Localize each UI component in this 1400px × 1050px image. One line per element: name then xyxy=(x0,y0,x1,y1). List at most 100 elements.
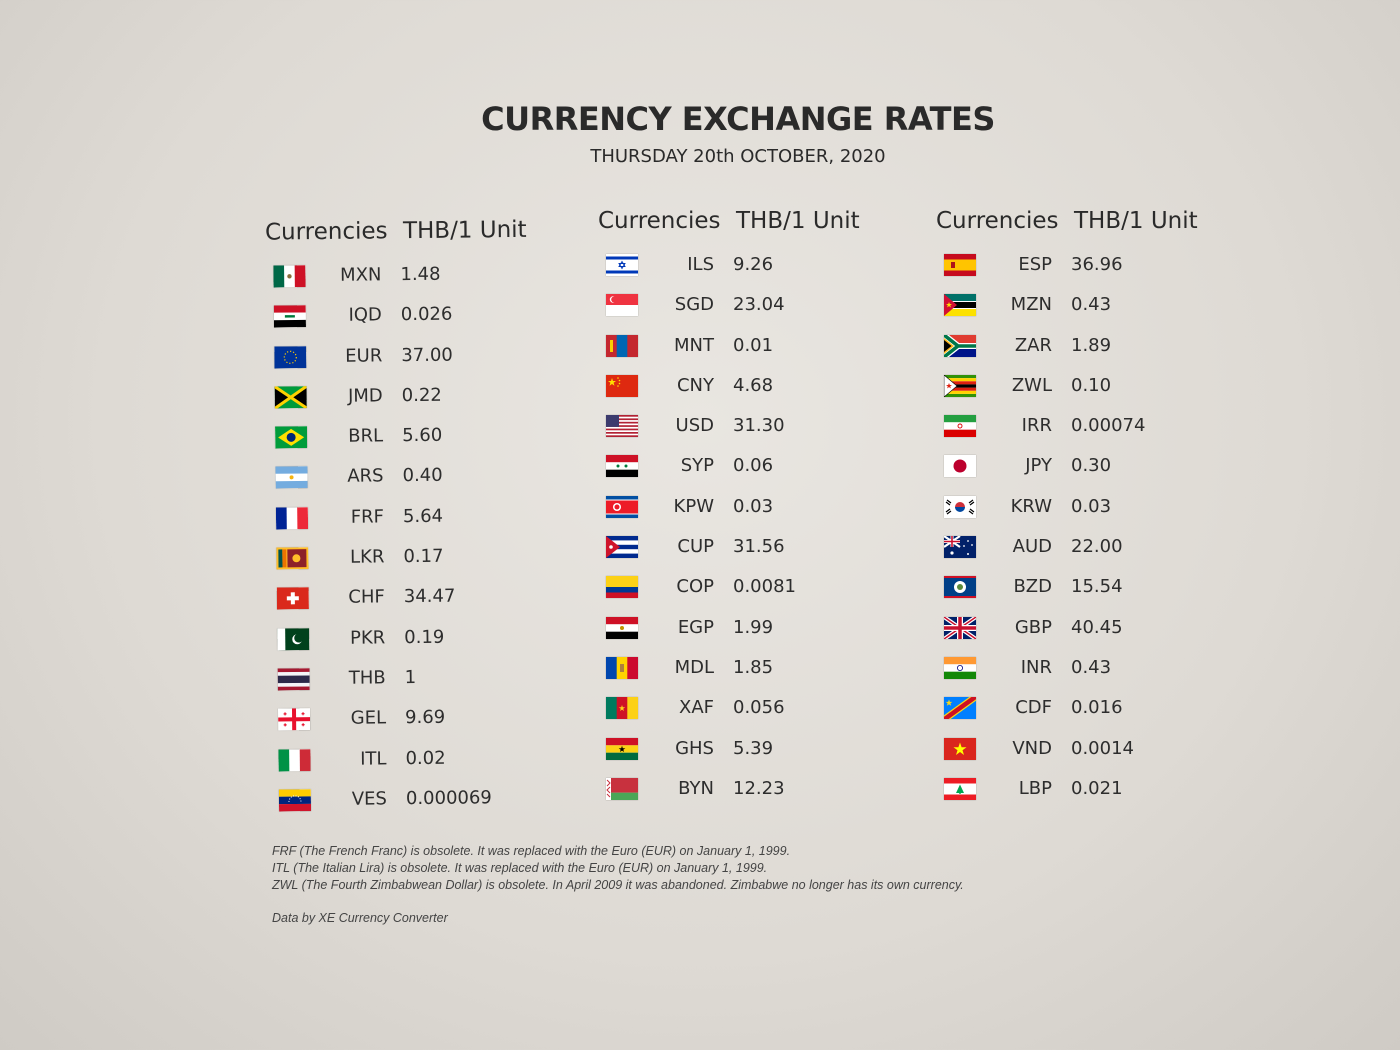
mongolia-flag xyxy=(606,334,638,357)
currency-row: XAF 0.056 xyxy=(598,687,898,727)
currency-row: USD 31.30 xyxy=(598,405,898,445)
currency-row: MXN 1.48 xyxy=(265,252,565,295)
currency-row: MNT 0.01 xyxy=(598,325,898,365)
currency-rate: 0.40 xyxy=(402,465,443,487)
currency-row: ARS 0.40 xyxy=(267,454,567,497)
currency-rows: MXN 1.48 IQD 0.026 EUR 37.00 JMD 0.22 BRL 5.60 ARS… xyxy=(265,252,571,819)
currency-code: COP xyxy=(676,576,714,598)
currency-rate: 31.56 xyxy=(733,536,785,558)
dr-congo-flag xyxy=(944,697,976,720)
currency-row: BRL 5.60 xyxy=(267,414,567,457)
currency-row: SYP 0.06 xyxy=(598,445,898,485)
currency-rate: 9.69 xyxy=(404,706,446,729)
italy-flag xyxy=(278,748,311,772)
uk-flag xyxy=(944,616,976,639)
currency-code: THB xyxy=(348,667,386,689)
currency-code: KRW xyxy=(1010,495,1052,517)
currency-code: LBP xyxy=(1018,777,1052,799)
currency-rate: 0.10 xyxy=(1071,374,1112,396)
currency-rate: 0.17 xyxy=(403,545,444,568)
india-flag xyxy=(944,656,976,679)
currency-row: IQD 0.026 xyxy=(266,293,566,336)
currency-rate: 0.0014 xyxy=(1071,737,1134,759)
currency-code: ESP xyxy=(1018,254,1052,275)
currency-row: LBP 0.021 xyxy=(936,768,1236,808)
israel-flag xyxy=(606,254,638,276)
currency-row: COP 0.0081 xyxy=(598,566,898,606)
currency-rate: 34.47 xyxy=(403,585,456,608)
currency-row: VND 0.0014 xyxy=(936,728,1236,768)
usa-flag xyxy=(606,415,638,438)
currency-row: CNY 4.68 xyxy=(598,365,898,405)
australia-flag xyxy=(944,536,976,559)
currency-code: AUD xyxy=(1012,536,1052,558)
iraq-flag xyxy=(273,305,306,328)
currency-row: CUP 31.56 xyxy=(598,526,898,566)
currency-code: IRR xyxy=(1021,415,1052,437)
currency-code: CUP xyxy=(677,536,714,558)
column-header: Currencies THB/1 Unit xyxy=(265,216,565,255)
currency-row: CDF 0.016 xyxy=(936,687,1236,727)
currency-rate: 31.30 xyxy=(733,415,785,437)
currency-column-2: Currencies THB/1 Unit ILS 9.26 SGD 23.04 MNT… xyxy=(598,208,898,808)
currency-row: CHF 34.47 xyxy=(269,575,569,618)
currency-rate: 1.85 xyxy=(733,656,774,678)
currency-row: ESP 36.96 xyxy=(936,244,1236,284)
currency-code: ITL xyxy=(360,747,387,770)
currency-code: USD xyxy=(675,415,714,437)
currency-row: GEL 9.69 xyxy=(270,696,570,739)
currency-code: ILS xyxy=(687,254,714,275)
currency-rate: 1.99 xyxy=(733,616,774,638)
currency-code: MXN xyxy=(340,264,382,286)
currency-row: FRF 5.64 xyxy=(268,494,568,537)
syria-flag xyxy=(606,455,638,478)
currency-code: GBP xyxy=(1014,616,1052,638)
currency-code: JMD xyxy=(347,385,383,407)
currency-rate: 0.22 xyxy=(401,384,442,407)
cameroon-flag xyxy=(606,697,638,720)
currency-row: BZD 15.54 xyxy=(936,566,1236,606)
currency-code: FRF xyxy=(350,506,385,528)
belarus-flag xyxy=(606,777,638,800)
currency-rate: 0.016 xyxy=(1071,697,1123,719)
currency-rate: 0.01 xyxy=(733,334,774,356)
currency-code: ZAR xyxy=(1014,334,1052,356)
footnote-zwl: ZWL (The Fourth Zimbabwean Dollar) is ob… xyxy=(272,878,964,892)
currency-row: MDL 1.85 xyxy=(598,647,898,687)
currency-rate: 1 xyxy=(404,666,417,689)
footnotes: FRF (The French Franc) is obsolete. It w… xyxy=(272,843,964,894)
currency-code: CHF xyxy=(348,586,385,609)
iran-flag xyxy=(944,415,976,438)
currency-code: MNT xyxy=(674,334,714,356)
currency-rate: 5.60 xyxy=(402,424,443,447)
currency-rate: 0.0081 xyxy=(733,576,796,598)
venezuela-flag xyxy=(278,788,312,812)
currency-code: SGD xyxy=(674,294,714,316)
currency-code: IQD xyxy=(348,304,382,327)
south-africa-flag xyxy=(944,334,976,357)
currency-code: SYP xyxy=(680,455,714,477)
france-flag xyxy=(275,506,309,530)
currency-rate: 0.19 xyxy=(404,626,445,648)
currency-row: AUD 22.00 xyxy=(936,526,1236,566)
currency-code: LKR xyxy=(349,546,385,568)
currency-rate: 0.021 xyxy=(1071,777,1123,799)
currency-code: JPY xyxy=(1025,455,1052,477)
currency-code: GEL xyxy=(350,707,387,729)
currency-rate: 0.03 xyxy=(1071,495,1112,517)
currency-row: GBP 40.45 xyxy=(936,607,1236,647)
currency-code: CNY xyxy=(676,374,714,396)
currency-row: KPW 0.03 xyxy=(598,486,898,526)
currency-row: LKR 0.17 xyxy=(268,535,568,578)
south-korea-flag xyxy=(944,495,976,518)
currencies-header: Currencies xyxy=(264,218,388,246)
zimbabwe-flag xyxy=(944,374,976,397)
currency-row: EGP 1.99 xyxy=(598,607,898,647)
egypt-flag xyxy=(606,616,638,639)
footnote-itl: ITL (The Italian Lira) is obsolete. It w… xyxy=(272,861,768,875)
currency-column-3: Currencies THB/1 Unit ESP 36.96 MZN 0.43 ZAR… xyxy=(936,208,1236,808)
currency-rate: 0.03 xyxy=(733,495,774,517)
currency-rate: 22.00 xyxy=(1071,536,1123,558)
currency-code: ARS xyxy=(347,465,384,488)
currency-row: PKR 0.19 xyxy=(269,615,569,658)
